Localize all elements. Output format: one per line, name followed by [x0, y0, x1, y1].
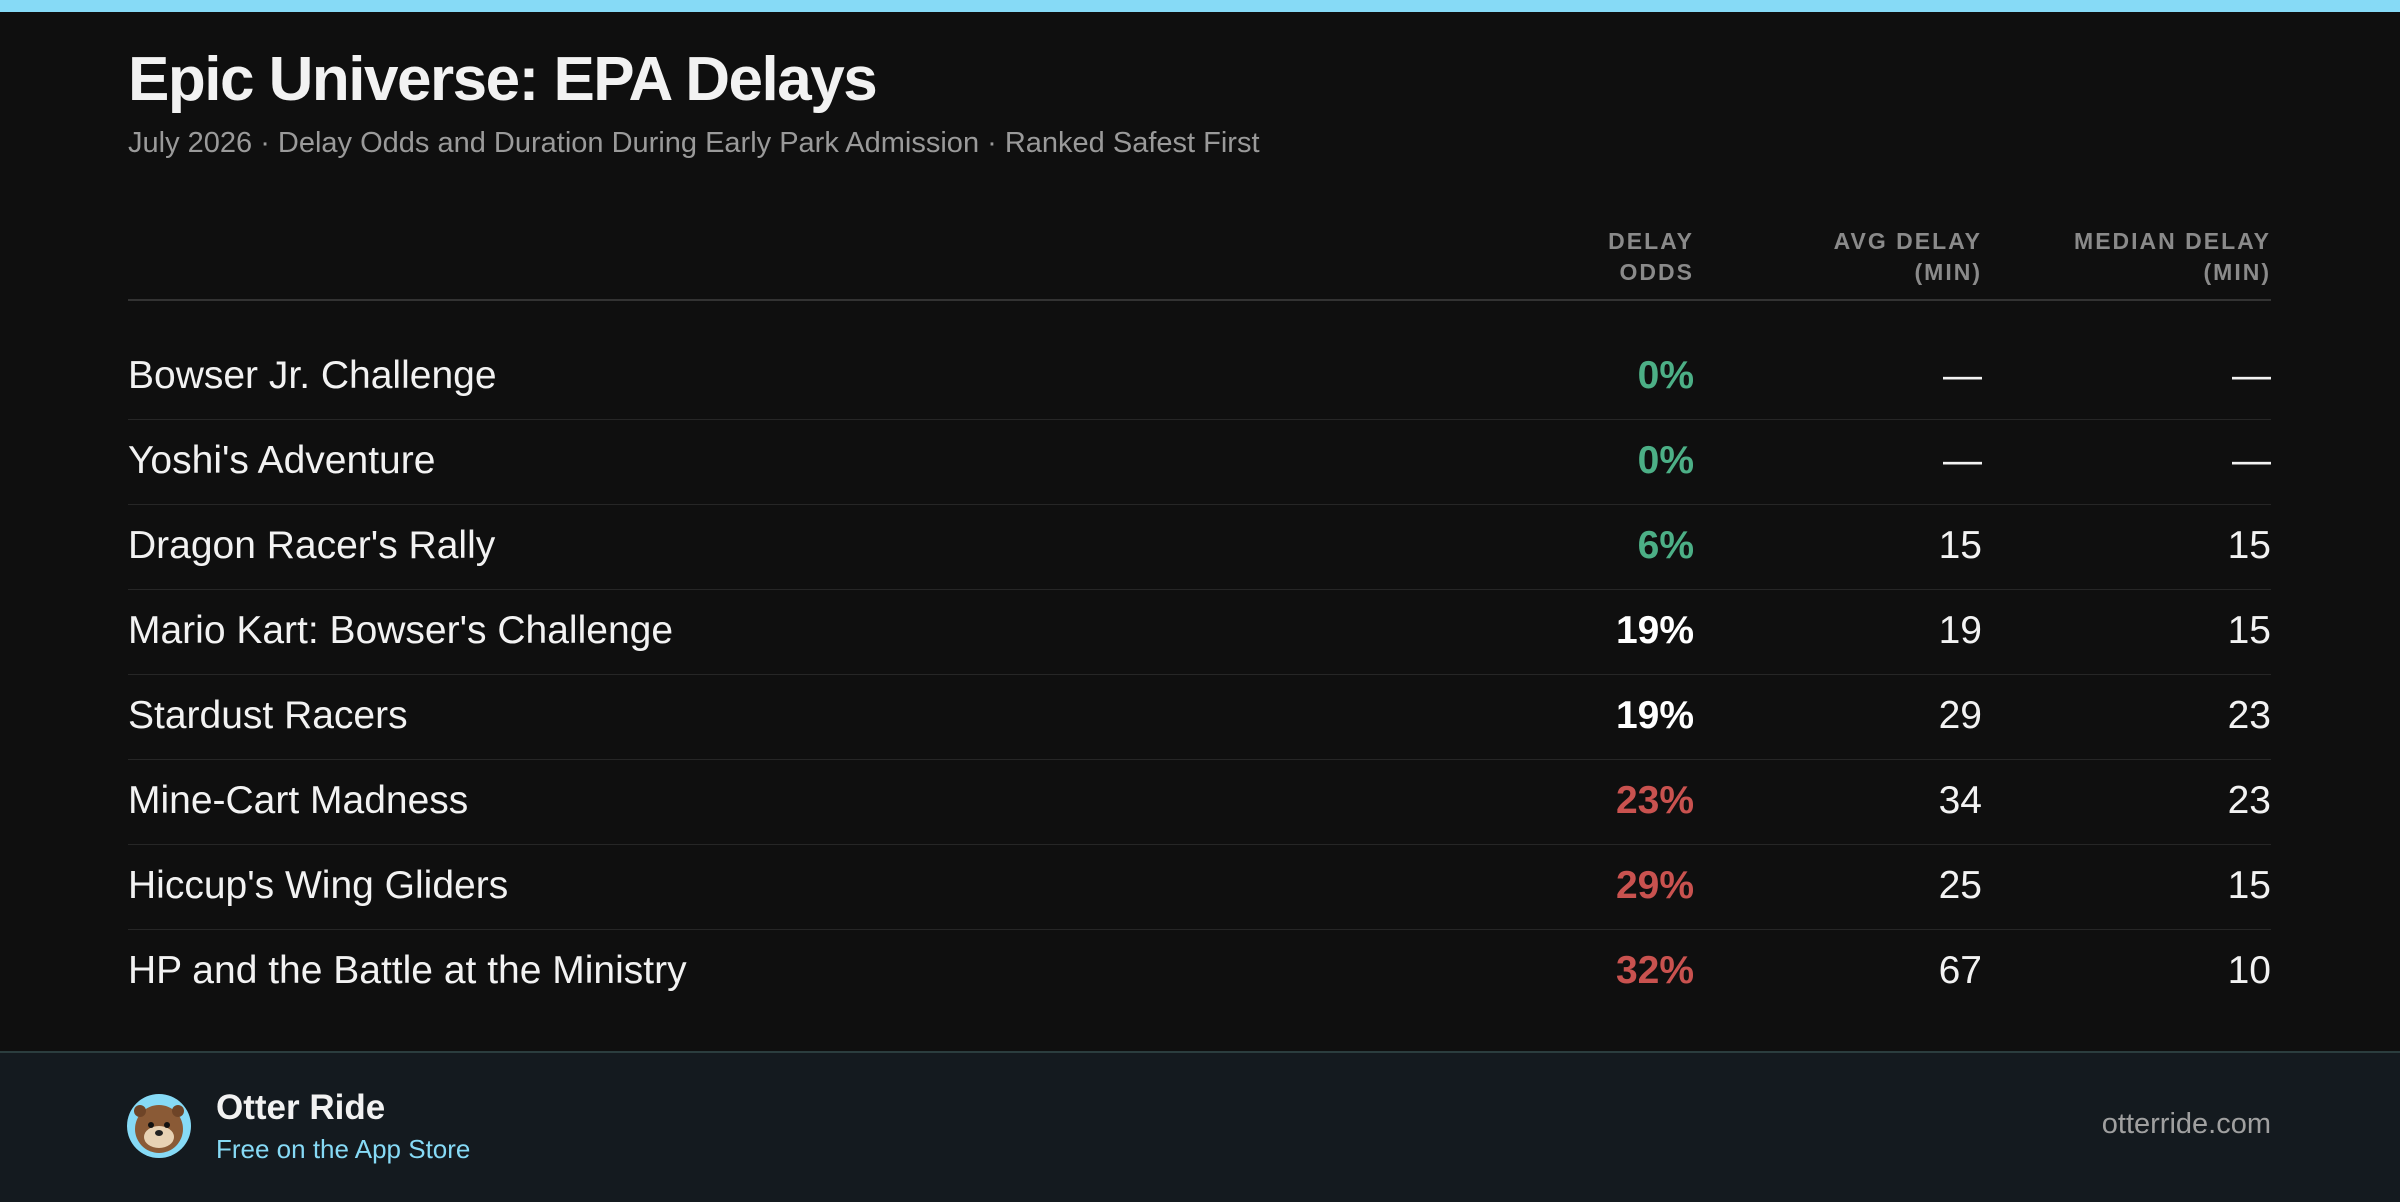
median-delay: —: [2232, 439, 2271, 482]
ride-name: Mine-Cart Madness: [128, 779, 469, 822]
logo: [127, 1094, 191, 1158]
column-header-line: MEDIAN DELAY: [2074, 228, 2271, 254]
top-bar: [0, 0, 2400, 12]
avg-delay: 29: [1938, 694, 1982, 737]
column-header-line: DELAY: [1608, 228, 1694, 254]
delay-odds: 19%: [1615, 694, 1694, 737]
row-divider: [128, 843, 2271, 845]
median-delay: 23: [2227, 779, 2271, 822]
ride-name: Mario Kart: Bowser's Challenge: [128, 609, 674, 652]
column-header-line: (MIN): [1914, 259, 1982, 285]
column-header: MEDIAN DELAY (MIN): [2074, 226, 2271, 288]
median-delay: 15: [2227, 864, 2271, 907]
ride-name: Dragon Racer's Rally: [128, 524, 496, 567]
delay-odds: 0%: [1637, 354, 1694, 397]
tagline[interactable]: Free on the App Store: [216, 1134, 471, 1164]
delay-odds: 32%: [1615, 949, 1694, 992]
row-divider: [128, 418, 2271, 420]
ride-name: Hiccup's Wing Gliders: [128, 864, 509, 907]
column-header: DELAY ODDS: [1608, 226, 1694, 288]
title: Epic Universe: EPA Delays: [128, 45, 878, 114]
ride-name: HP and the Battle at the Ministry: [128, 949, 687, 992]
avg-delay: —: [1943, 354, 1982, 397]
column-header: AVG DELAY (MIN): [1834, 226, 1982, 288]
url[interactable]: otterride.com: [2101, 1108, 2271, 1140]
brand-name: Otter Ride: [216, 1088, 386, 1127]
delay-odds: 6%: [1637, 524, 1694, 567]
row-divider: [128, 503, 2271, 505]
row-divider: [128, 928, 2271, 930]
ride-name: Bowser Jr. Challenge: [128, 354, 497, 397]
avg-delay: 25: [1938, 864, 1982, 907]
median-delay: 10: [2227, 949, 2271, 992]
delay-odds: 0%: [1637, 439, 1694, 482]
avg-delay: 15: [1938, 524, 1982, 567]
footer: [0, 1051, 2400, 1202]
column-header-line: (MIN): [2203, 259, 2271, 285]
row-divider: [128, 758, 2271, 760]
delay-odds: 19%: [1615, 609, 1694, 652]
median-delay: —: [2232, 354, 2271, 397]
avg-delay: 19: [1938, 609, 1982, 652]
delay-odds: 29%: [1615, 864, 1694, 907]
median-delay: 23: [2227, 694, 2271, 737]
subtitle: July 2026 · Delay Odds and Duration Duri…: [128, 127, 1260, 159]
avg-delay: —: [1943, 439, 1982, 482]
median-delay: 15: [2227, 609, 2271, 652]
ride-name: Yoshi's Adventure: [128, 439, 436, 482]
avg-delay: 67: [1938, 949, 1982, 992]
ride-name: Stardust Racers: [128, 694, 408, 737]
row-divider: [128, 673, 2271, 675]
header-divider: [128, 299, 2271, 301]
delay-odds: 23%: [1615, 779, 1694, 822]
column-header-line: ODDS: [1619, 259, 1694, 285]
column-header-line: AVG DELAY: [1833, 228, 1982, 254]
row-divider: [128, 588, 2271, 590]
avg-delay: 34: [1938, 779, 1982, 822]
median-delay: 15: [2227, 524, 2271, 567]
